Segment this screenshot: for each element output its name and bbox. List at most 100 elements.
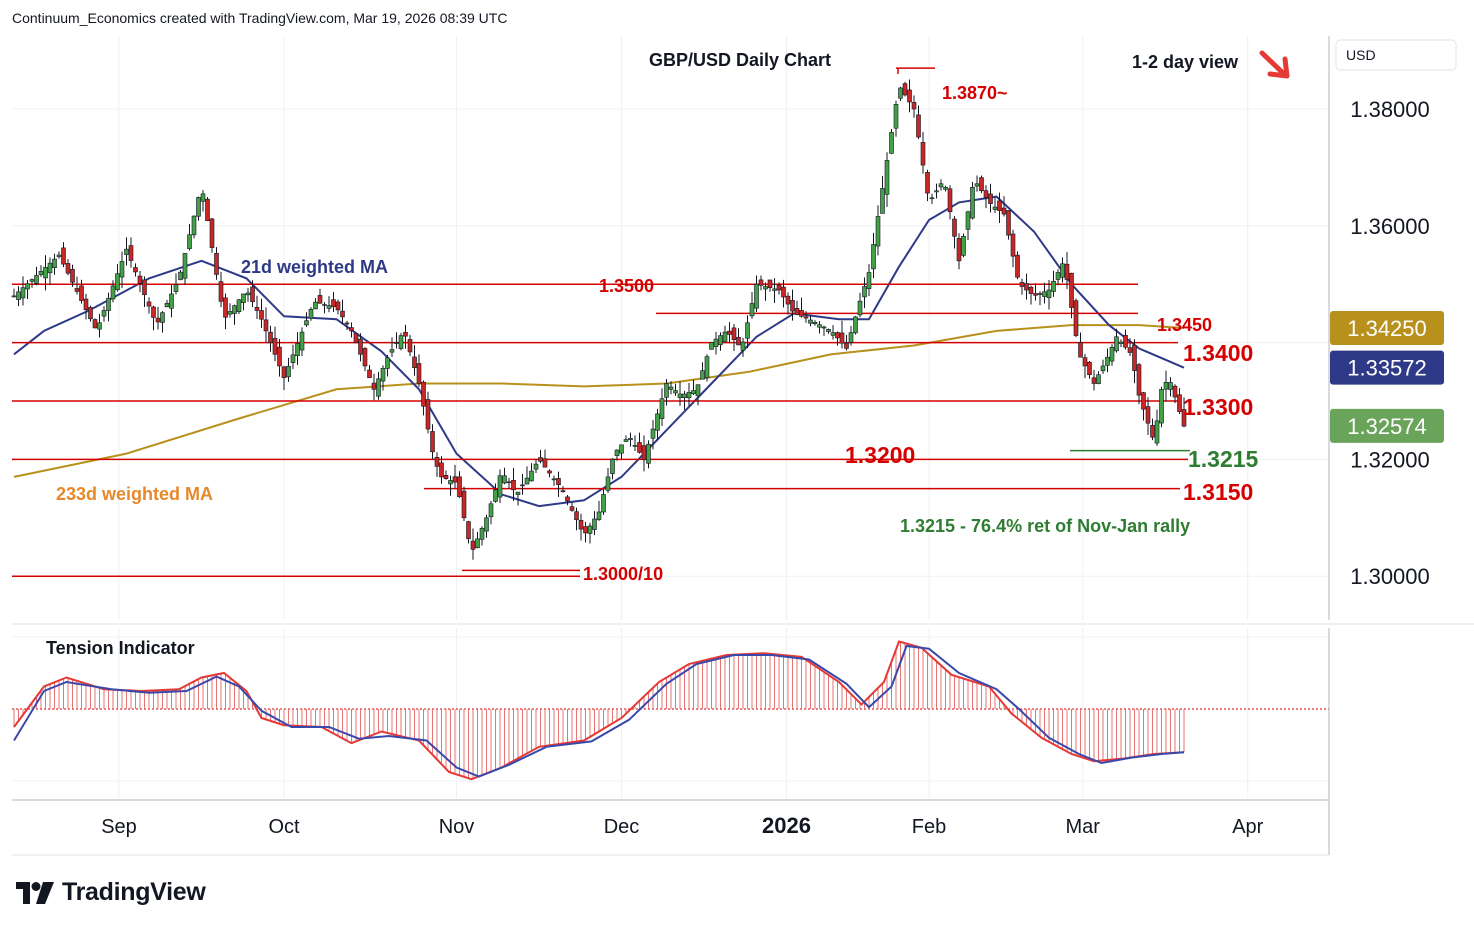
candle-body — [1087, 361, 1092, 376]
candle-body — [709, 342, 714, 350]
candle-body — [218, 281, 224, 302]
level-label: 1.3400 — [1183, 340, 1253, 366]
candle-body — [254, 306, 260, 311]
candle-body — [506, 481, 512, 484]
candle-body — [511, 479, 516, 491]
candle-body — [1001, 207, 1007, 215]
candle-body — [862, 286, 867, 298]
candle-body — [763, 286, 768, 290]
candle-body — [92, 319, 98, 329]
candle-body — [245, 292, 251, 296]
candle-body — [920, 142, 926, 166]
candle-body — [794, 308, 800, 315]
currency-label: USD — [1346, 47, 1376, 63]
currency-box[interactable] — [1335, 39, 1457, 71]
candle-body — [119, 261, 125, 278]
level-label: 1.3870~ — [942, 83, 1008, 103]
candle-body — [380, 367, 386, 382]
candle-body — [227, 311, 233, 315]
x-tick-label: Nov — [439, 816, 475, 838]
ma233-label: 233d weighted MA — [56, 484, 213, 504]
level-label: 1.3500 — [599, 276, 654, 296]
candle-body — [727, 330, 732, 335]
candle-body — [655, 413, 660, 431]
candle-body — [799, 310, 804, 317]
candle-body — [475, 538, 480, 548]
tradingview-logo-icon — [16, 881, 54, 904]
candle-body — [578, 520, 584, 530]
candle-body — [133, 267, 138, 273]
candle-body — [137, 275, 143, 284]
candle-body — [1028, 286, 1034, 294]
candle-body — [1096, 374, 1101, 384]
candle-body — [1078, 342, 1083, 358]
y-tick-label: 1.32000 — [1350, 447, 1430, 472]
tradingview-logo[interactable]: TradingView — [16, 878, 206, 907]
candle-body — [322, 304, 327, 306]
candle-body — [830, 332, 836, 336]
candle-body — [11, 295, 17, 298]
candle-body — [196, 197, 201, 217]
candles — [11, 79, 1187, 560]
down-arrow-icon — [1259, 50, 1290, 79]
candle-body — [952, 218, 957, 237]
candle-body — [835, 332, 840, 339]
candle-body — [223, 297, 228, 318]
price-badge-box — [1330, 350, 1444, 385]
candle-body — [1145, 406, 1151, 424]
candle-body — [83, 298, 89, 310]
candle-body — [461, 490, 467, 519]
candle-body — [1064, 263, 1070, 280]
candle-body — [101, 310, 107, 317]
candle-body — [839, 332, 845, 344]
candle-body — [695, 384, 701, 397]
level-label: 1.3200 — [845, 442, 915, 468]
candle-body — [677, 393, 683, 399]
candle-body — [758, 279, 764, 286]
candle-body — [362, 348, 368, 367]
candle-body — [785, 295, 791, 305]
candle-body — [1154, 420, 1160, 444]
candle-body — [1123, 334, 1128, 348]
candle-body — [182, 253, 188, 279]
candle-body — [574, 511, 579, 521]
candle-body — [961, 236, 966, 256]
down-arrow-shaft — [1259, 50, 1286, 76]
candle-body — [259, 310, 264, 320]
candle-body — [191, 215, 197, 236]
candle-body — [502, 475, 507, 484]
candle-body — [673, 390, 678, 394]
candle-body — [691, 390, 696, 395]
candle-body — [704, 356, 710, 378]
chart-header-attribution: Continuum_Economics created with Trading… — [12, 10, 508, 26]
candle-body — [79, 285, 84, 301]
candle-body — [826, 329, 831, 333]
x-tick-label: Dec — [604, 816, 640, 838]
candle-body — [61, 247, 66, 265]
candle-body — [412, 356, 417, 369]
candle-body — [659, 398, 665, 419]
candle-body — [1118, 341, 1124, 344]
candle-body — [925, 172, 930, 194]
candle-body — [353, 333, 359, 343]
candle-body — [767, 279, 773, 289]
tradingview-logo-text: TradingView — [62, 878, 206, 906]
candle-body — [344, 322, 350, 325]
candle-body — [214, 253, 219, 275]
view-label: 1-2 day view — [1132, 52, 1239, 72]
candle-body — [407, 339, 413, 353]
candle-body — [106, 297, 111, 311]
candle-body — [916, 114, 921, 138]
candle-body — [1082, 357, 1088, 367]
candle-body — [1159, 389, 1164, 424]
down-arrow-head — [1267, 56, 1290, 79]
candle-body — [812, 322, 818, 325]
candle-body — [790, 300, 795, 312]
price-badge-label: 1.32574 — [1347, 414, 1427, 439]
candle-body — [875, 216, 881, 247]
ma21-label: 21d weighted MA — [241, 257, 388, 277]
chart-title: GBP/USD Daily Chart — [649, 50, 831, 70]
candle-body — [668, 386, 674, 390]
candle-body — [736, 336, 741, 346]
